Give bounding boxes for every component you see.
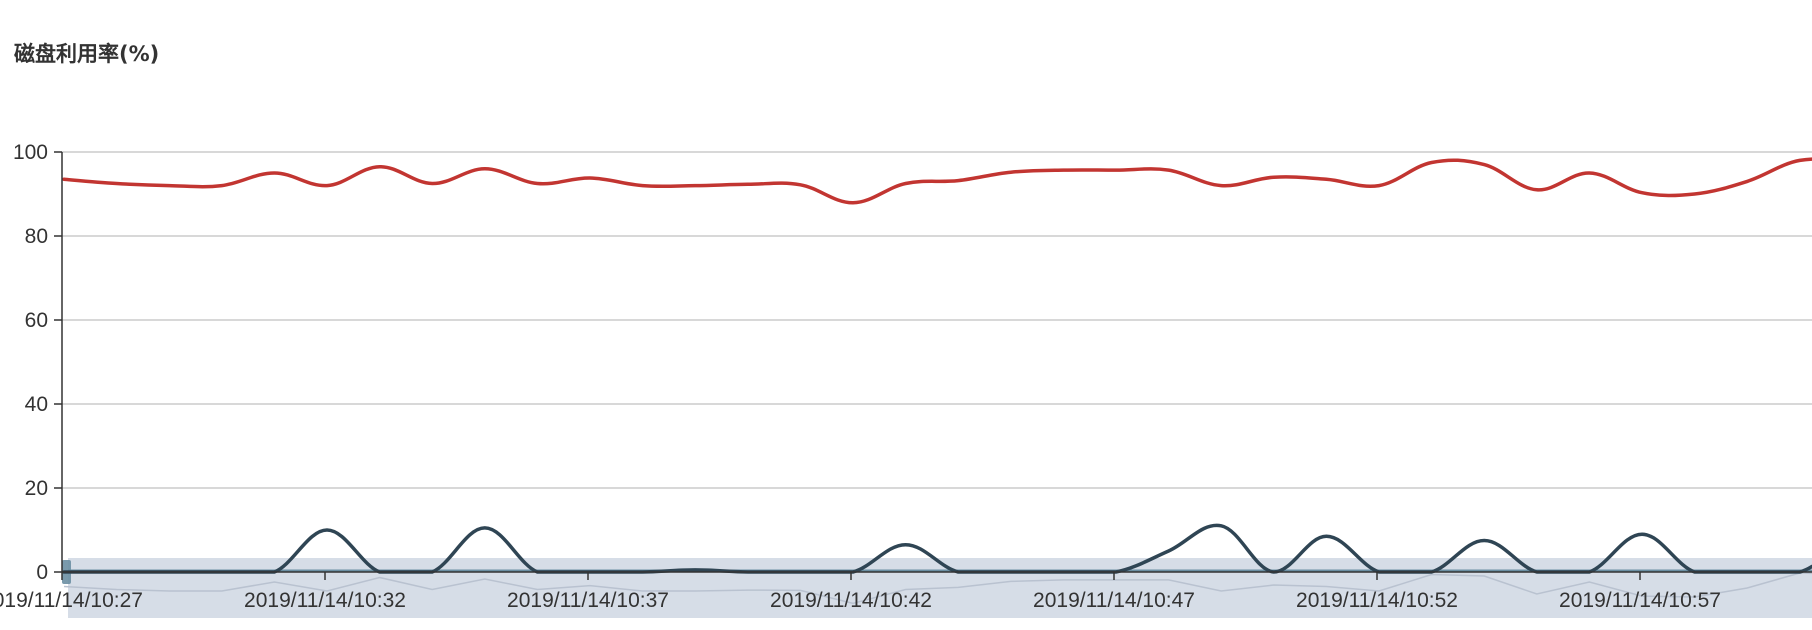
x-tick-label: 2019/11/14/10:47 (1033, 589, 1195, 612)
x-tick-label: 2019/11/14/10:37 (507, 589, 669, 612)
x-tick-label: 2019/11/14/10:52 (1296, 589, 1458, 612)
y-tick-label: 20 (25, 477, 48, 500)
series-line-1 (62, 157, 1812, 205)
axis-layer: 0 20 40 60 80 100 2019/11/14/10:27 2019/11/14/1… (0, 141, 1812, 612)
zoom-preview-line (63, 572, 1812, 605)
y-tick-label: 80 (25, 225, 48, 248)
chart-title: 磁盘利用率(%) (14, 42, 160, 66)
x-tick-label: 2019/11/14/10:27 (0, 589, 143, 612)
x-tick-label: 2019/11/14/10:57 (1559, 589, 1721, 612)
y-tick-label: 0 (36, 561, 48, 584)
series-layer (62, 157, 1812, 574)
y-tick-label: 100 (13, 141, 48, 164)
grid-layer (62, 151, 1812, 489)
y-tick-label: 40 (25, 393, 48, 416)
data-zoom-slider[interactable] (62, 558, 1812, 618)
x-tick-label: 2019/11/14/10:42 (770, 589, 932, 612)
y-tick-label: 60 (25, 309, 48, 332)
x-tick-label: 2019/11/14/10:32 (244, 589, 406, 612)
